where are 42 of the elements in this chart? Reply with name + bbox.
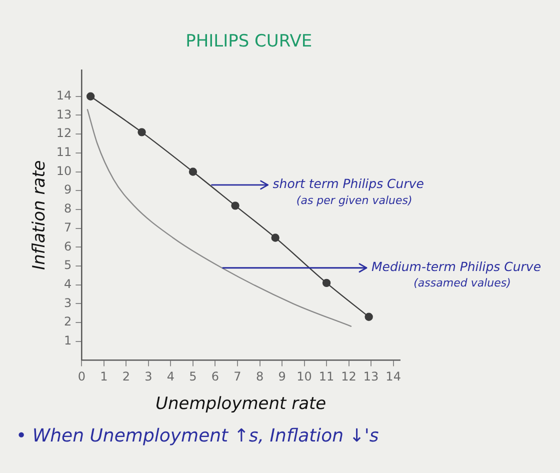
y-axis-title: Inflation rate xyxy=(30,160,50,270)
y-tick-label: 7 xyxy=(64,220,72,234)
annotation: Medium-term Philips Curve (assamed values) xyxy=(371,259,542,290)
point xyxy=(138,128,146,136)
y-tick-label: 13 xyxy=(56,107,72,122)
point xyxy=(322,278,331,288)
x-tick-label: 4 xyxy=(166,370,175,384)
x-tick-label: 6 xyxy=(211,370,220,384)
y-tick-label: 9 xyxy=(64,182,72,197)
x-tick-label: 14 xyxy=(386,370,401,384)
y-tick-label: 14 xyxy=(56,88,72,103)
x-tick-label: 1 xyxy=(100,370,108,384)
x-tick-label: 7 xyxy=(234,370,242,384)
y-tick-label: 10 xyxy=(56,164,72,178)
x-tick-label: 12 xyxy=(341,370,356,384)
x-tick-label: 0 xyxy=(78,370,86,384)
chart-title: PHILIPS CURVE xyxy=(186,31,312,52)
y-tick-label: 6 xyxy=(64,239,72,254)
x-tick-label: 5 xyxy=(189,370,197,384)
y-tick-label: 8 xyxy=(64,202,72,216)
y-tick-label: 12 xyxy=(56,126,72,140)
y-tick-label: 3 xyxy=(64,296,72,310)
point xyxy=(271,234,280,242)
x-tick-label: 9 xyxy=(278,370,286,384)
point xyxy=(86,92,95,100)
text: • When Unemployment ↑s, Inflation ↓'s xyxy=(16,426,379,447)
y-tick-label: 2 xyxy=(64,314,72,329)
x-tick-label: 2 xyxy=(122,370,130,384)
annotation: short term Philips Curve (as per given values) xyxy=(272,176,424,207)
x-tick-label: 10 xyxy=(296,370,312,384)
y-tick-label: 5 xyxy=(64,258,72,272)
point xyxy=(188,168,198,176)
y-tick-label: 11 xyxy=(56,145,72,160)
point xyxy=(364,312,373,321)
x-tick-label: 11 xyxy=(318,370,334,384)
x-tick-label: 3 xyxy=(144,370,152,384)
x-tick-label: 8 xyxy=(256,370,264,384)
x-tick-label: 13 xyxy=(363,370,379,384)
x-axis-title: Unemployment rate xyxy=(156,394,326,414)
y-tick-label: 4 xyxy=(64,276,72,291)
point xyxy=(231,202,240,210)
y-tick-label: 1 xyxy=(64,333,72,348)
